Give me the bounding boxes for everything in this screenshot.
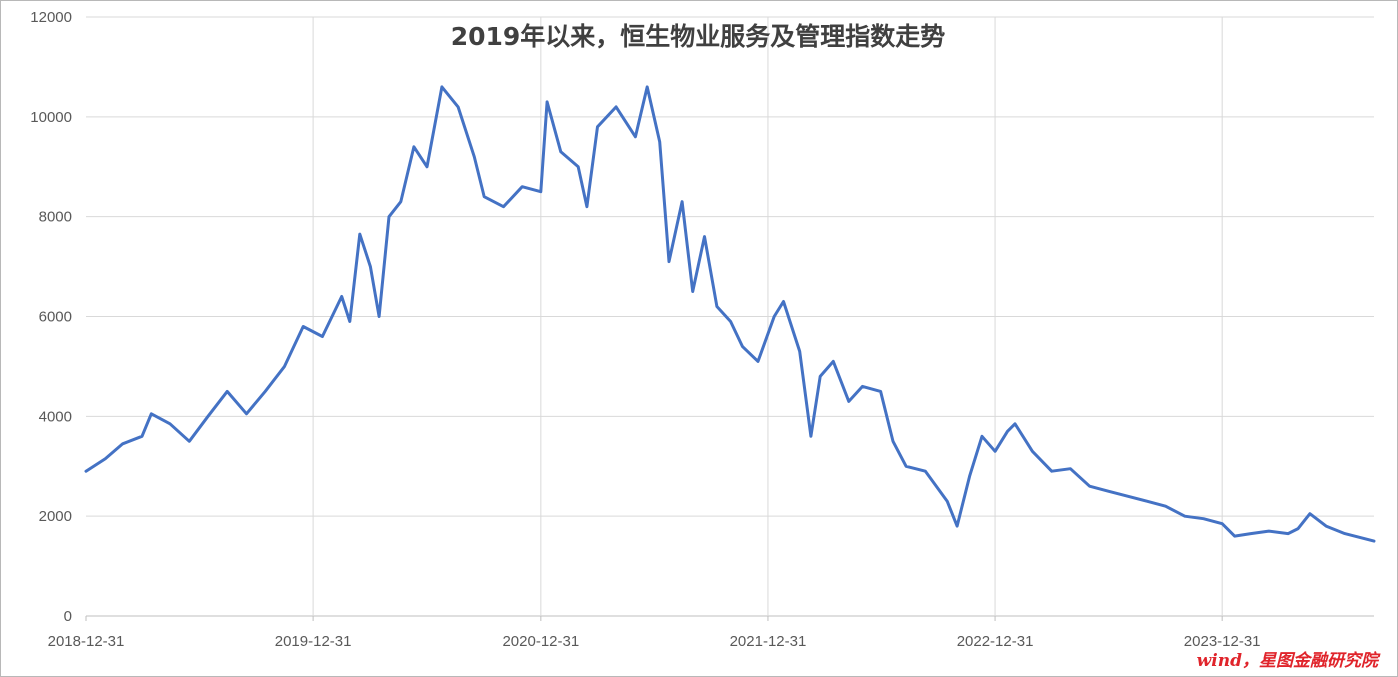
x-tick-label: 2022-12-31 xyxy=(957,633,1034,650)
y-tick-label: 4000 xyxy=(39,408,72,425)
y-tick-label: 8000 xyxy=(39,209,72,226)
x-tick-label: 2020-12-31 xyxy=(502,633,579,650)
x-axis-ticks: 2018-12-31 2019-12-31 2020-12-31 2021-12-31… xyxy=(48,633,1261,650)
y-tick-label: 12000 xyxy=(30,9,72,26)
source-note: wind，星图金融研究院 xyxy=(1196,651,1378,671)
x-tick-label: 2018-12-31 xyxy=(48,633,125,650)
x-tick-label: 2019-12-31 xyxy=(275,633,352,650)
x-tick-label: 2023-12-31 xyxy=(1184,633,1261,650)
x-tick-label: 2021-12-31 xyxy=(730,633,807,650)
series-layer xyxy=(84,85,1376,543)
y-tick-label: 10000 xyxy=(30,109,72,126)
chart-title: 2019年以来，恒生物业服务及管理指数走势 xyxy=(451,22,946,51)
y-tick-label: 2000 xyxy=(39,508,72,525)
y-tick-label: 0 xyxy=(64,608,72,625)
y-tick-label: 6000 xyxy=(39,309,72,326)
grid-lines xyxy=(85,16,1374,621)
y-axis-ticks: 0 2000 4000 6000 8000 10000 12000 xyxy=(30,9,72,625)
series-line xyxy=(84,85,1376,543)
